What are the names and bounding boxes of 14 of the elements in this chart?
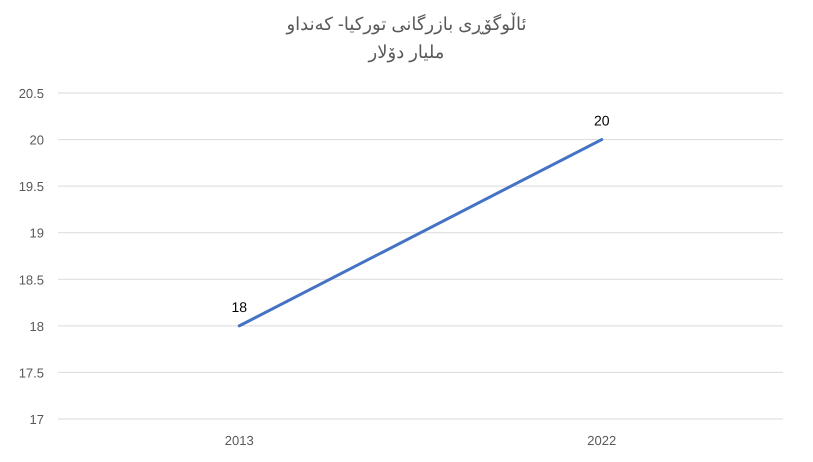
x-tick-label: 2022: [587, 433, 616, 448]
data-label: 18: [231, 298, 248, 315]
y-tick-label: 20.5: [18, 86, 44, 101]
y-tick-label: 19.5: [18, 179, 44, 194]
chart-title: ئاڵوگۆڕی بازرگانی تورکیا- کەنداو: [285, 12, 527, 35]
y-tick-label: 18: [30, 318, 44, 334]
y-tick-label: 20: [30, 132, 44, 148]
y-tick-label: 17.5: [18, 365, 44, 380]
x-tick-label: 2013: [224, 433, 254, 448]
y-tick-label: 19: [30, 226, 44, 241]
chart-subtitle: ملیار دۆلار: [368, 42, 444, 63]
y-tick-label: 17: [30, 412, 44, 427]
y-tick-label: 18.5: [18, 272, 44, 288]
data-label: 20: [594, 112, 610, 129]
